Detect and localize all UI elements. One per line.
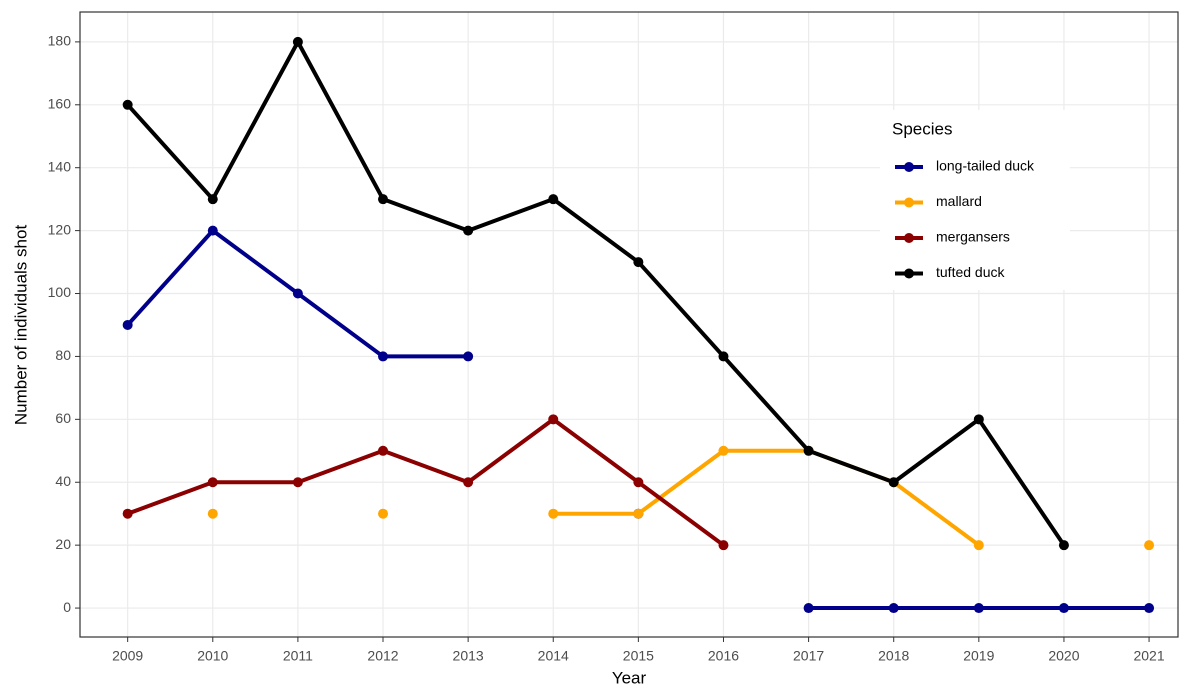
point bbox=[548, 414, 559, 425]
point bbox=[1058, 603, 1069, 614]
point bbox=[207, 508, 218, 519]
point bbox=[207, 194, 218, 205]
point bbox=[122, 319, 133, 330]
point bbox=[888, 477, 899, 488]
point bbox=[1144, 540, 1155, 551]
point bbox=[378, 351, 389, 362]
x-tick-label: 2015 bbox=[623, 648, 654, 664]
legend-label: long-tailed duck bbox=[936, 158, 1035, 174]
y-tick-label: 180 bbox=[48, 33, 72, 49]
point bbox=[292, 36, 303, 47]
x-tick-label: 2013 bbox=[453, 648, 484, 664]
point bbox=[548, 508, 559, 519]
point bbox=[633, 257, 644, 268]
x-tick-label: 2019 bbox=[963, 648, 994, 664]
legend-label: mallard bbox=[936, 193, 982, 209]
legend-swatch-point bbox=[904, 268, 914, 279]
point bbox=[292, 477, 303, 488]
point bbox=[973, 603, 984, 614]
x-tick-label: 2009 bbox=[112, 648, 143, 664]
legend-swatch-point bbox=[904, 197, 914, 208]
x-axis-title: Year bbox=[612, 668, 647, 687]
y-tick-label: 80 bbox=[55, 347, 71, 363]
point bbox=[463, 351, 474, 362]
x-tick-label: 2016 bbox=[708, 648, 739, 664]
point bbox=[803, 445, 814, 456]
point bbox=[718, 540, 729, 551]
point bbox=[1144, 603, 1155, 614]
plot-border bbox=[79, 11, 1179, 638]
x-tick-label: 2017 bbox=[793, 648, 824, 664]
y-tick-label: 100 bbox=[48, 284, 72, 300]
point bbox=[803, 603, 814, 614]
legend-label: mergansers bbox=[936, 229, 1010, 245]
series-line bbox=[126, 417, 725, 547]
point bbox=[207, 477, 218, 488]
point bbox=[633, 508, 644, 519]
point bbox=[1058, 540, 1069, 551]
x-tick-label: 2020 bbox=[1048, 648, 1079, 664]
y-tick-label: 40 bbox=[55, 473, 71, 489]
legend-title: Species bbox=[892, 119, 952, 138]
x-tick-label: 2018 bbox=[878, 648, 909, 664]
y-tick-label: 20 bbox=[55, 536, 71, 552]
x-tick-label: 2011 bbox=[283, 648, 313, 664]
point bbox=[633, 477, 644, 488]
x-tick-label: 2010 bbox=[197, 648, 228, 664]
legend-label: tufted duck bbox=[936, 264, 1005, 280]
point bbox=[973, 540, 984, 551]
point bbox=[378, 508, 389, 519]
legend-swatch-point bbox=[904, 233, 914, 243]
point bbox=[378, 445, 389, 456]
point bbox=[122, 99, 133, 110]
x-tick-label: 2012 bbox=[367, 648, 398, 664]
point bbox=[292, 288, 303, 299]
point bbox=[548, 194, 559, 205]
x-tick-label: 2021 bbox=[1133, 648, 1164, 664]
y-tick-label: 140 bbox=[48, 158, 72, 174]
point bbox=[463, 225, 474, 236]
legend-swatch-point bbox=[904, 162, 914, 172]
point bbox=[463, 477, 474, 488]
y-tick-label: 0 bbox=[63, 599, 71, 615]
y-tick-label: 160 bbox=[48, 95, 72, 111]
y-tick-label: 60 bbox=[55, 410, 71, 426]
series-line bbox=[126, 39, 1066, 547]
point bbox=[207, 225, 218, 236]
point bbox=[378, 194, 389, 205]
point bbox=[718, 445, 729, 456]
x-tick-label: 2014 bbox=[538, 648, 569, 664]
point bbox=[718, 351, 729, 362]
point bbox=[888, 603, 899, 614]
point bbox=[122, 508, 133, 519]
y-tick-label: 120 bbox=[48, 221, 72, 237]
y-axis-title: Number of individuals shot bbox=[11, 225, 30, 426]
point bbox=[973, 414, 984, 425]
